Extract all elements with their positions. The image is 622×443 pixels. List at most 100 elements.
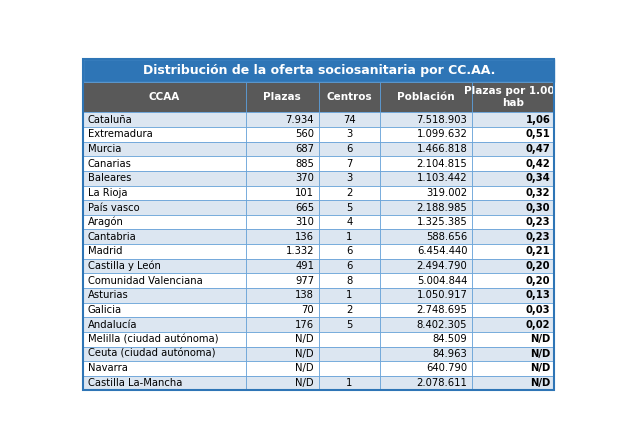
Bar bbox=[246, 244, 318, 259]
Bar bbox=[318, 361, 380, 376]
Text: Cantabria: Cantabria bbox=[88, 232, 137, 242]
Bar bbox=[246, 376, 318, 390]
Bar bbox=[472, 229, 554, 244]
Bar bbox=[318, 127, 380, 142]
Text: Andalucía: Andalucía bbox=[88, 319, 137, 330]
Bar bbox=[472, 82, 554, 113]
Bar bbox=[318, 273, 380, 288]
Text: País vasco: País vasco bbox=[88, 202, 139, 213]
Bar bbox=[380, 82, 472, 113]
Text: 3: 3 bbox=[346, 129, 353, 140]
Bar bbox=[318, 113, 380, 127]
Bar bbox=[83, 288, 246, 303]
Text: 2.748.695: 2.748.695 bbox=[416, 305, 467, 315]
Bar bbox=[83, 303, 246, 317]
Bar bbox=[83, 259, 246, 273]
Text: Galicia: Galicia bbox=[88, 305, 122, 315]
Bar bbox=[472, 156, 554, 171]
Bar bbox=[83, 200, 246, 215]
Text: N/D: N/D bbox=[295, 363, 314, 373]
Bar bbox=[472, 259, 554, 273]
Text: Distribución de la oferta sociosanitaria por CC.AA.: Distribución de la oferta sociosanitaria… bbox=[142, 64, 495, 77]
Bar bbox=[380, 346, 472, 361]
Bar bbox=[318, 215, 380, 229]
Text: 1.325.385: 1.325.385 bbox=[417, 217, 467, 227]
Bar bbox=[380, 186, 472, 200]
Bar bbox=[83, 244, 246, 259]
Text: N/D: N/D bbox=[530, 363, 550, 373]
Text: 1.099.632: 1.099.632 bbox=[416, 129, 467, 140]
Text: Ceuta (ciudad autónoma): Ceuta (ciudad autónoma) bbox=[88, 349, 215, 359]
Text: Plazas: Plazas bbox=[263, 92, 301, 102]
Bar bbox=[246, 346, 318, 361]
Bar bbox=[83, 58, 554, 82]
Text: 7.518.903: 7.518.903 bbox=[417, 115, 467, 125]
Bar bbox=[246, 303, 318, 317]
Text: 0,02: 0,02 bbox=[526, 319, 550, 330]
Text: 2.494.790: 2.494.790 bbox=[417, 261, 467, 271]
Bar bbox=[83, 215, 246, 229]
Text: Melilla (ciudad autónoma): Melilla (ciudad autónoma) bbox=[88, 334, 218, 344]
Text: 101: 101 bbox=[295, 188, 314, 198]
Bar bbox=[318, 303, 380, 317]
Bar bbox=[318, 317, 380, 332]
Bar bbox=[380, 142, 472, 156]
Text: Castilla La-Mancha: Castilla La-Mancha bbox=[88, 378, 182, 388]
Bar bbox=[380, 317, 472, 332]
Bar bbox=[380, 303, 472, 317]
Bar bbox=[472, 346, 554, 361]
Text: 687: 687 bbox=[295, 144, 314, 154]
Bar bbox=[380, 200, 472, 215]
Text: 74: 74 bbox=[343, 115, 356, 125]
Text: 84.963: 84.963 bbox=[432, 349, 467, 359]
Text: Navarra: Navarra bbox=[88, 363, 128, 373]
Bar bbox=[472, 127, 554, 142]
Bar bbox=[83, 346, 246, 361]
Text: 8.402.305: 8.402.305 bbox=[417, 319, 467, 330]
Text: 0,20: 0,20 bbox=[526, 261, 550, 271]
Bar bbox=[246, 332, 318, 346]
Bar bbox=[83, 171, 246, 186]
Bar bbox=[83, 317, 246, 332]
Bar bbox=[83, 82, 246, 113]
Text: 2.188.985: 2.188.985 bbox=[417, 202, 467, 213]
Text: Población: Población bbox=[397, 92, 455, 102]
Text: 0,03: 0,03 bbox=[526, 305, 550, 315]
Bar bbox=[83, 186, 246, 200]
Text: N/D: N/D bbox=[295, 378, 314, 388]
Text: 6: 6 bbox=[346, 261, 353, 271]
Text: 0,47: 0,47 bbox=[526, 144, 550, 154]
Bar bbox=[318, 156, 380, 171]
Bar bbox=[246, 229, 318, 244]
Text: Plazas por 1.000
hab: Plazas por 1.000 hab bbox=[464, 86, 562, 108]
Bar bbox=[380, 288, 472, 303]
Bar bbox=[472, 303, 554, 317]
Text: 588.656: 588.656 bbox=[426, 232, 467, 242]
Text: 6: 6 bbox=[346, 144, 353, 154]
Bar bbox=[380, 361, 472, 376]
Text: 310: 310 bbox=[295, 217, 314, 227]
Text: 0,34: 0,34 bbox=[526, 173, 550, 183]
Text: 7.934: 7.934 bbox=[285, 115, 314, 125]
Text: 665: 665 bbox=[295, 202, 314, 213]
Bar bbox=[380, 332, 472, 346]
Bar bbox=[472, 142, 554, 156]
Text: 1.332: 1.332 bbox=[285, 246, 314, 256]
Bar bbox=[472, 200, 554, 215]
Text: Asturias: Asturias bbox=[88, 290, 129, 300]
Text: N/D: N/D bbox=[530, 334, 550, 344]
Bar bbox=[246, 273, 318, 288]
Bar bbox=[472, 186, 554, 200]
Text: 84.509: 84.509 bbox=[432, 334, 467, 344]
Text: 3: 3 bbox=[346, 173, 353, 183]
Bar bbox=[472, 171, 554, 186]
Bar bbox=[472, 376, 554, 390]
Text: 1.050.917: 1.050.917 bbox=[416, 290, 467, 300]
Text: N/D: N/D bbox=[295, 334, 314, 344]
Bar bbox=[380, 259, 472, 273]
Text: 1: 1 bbox=[346, 290, 353, 300]
Text: 0,32: 0,32 bbox=[526, 188, 550, 198]
Bar bbox=[246, 361, 318, 376]
Bar bbox=[380, 127, 472, 142]
Bar bbox=[83, 142, 246, 156]
